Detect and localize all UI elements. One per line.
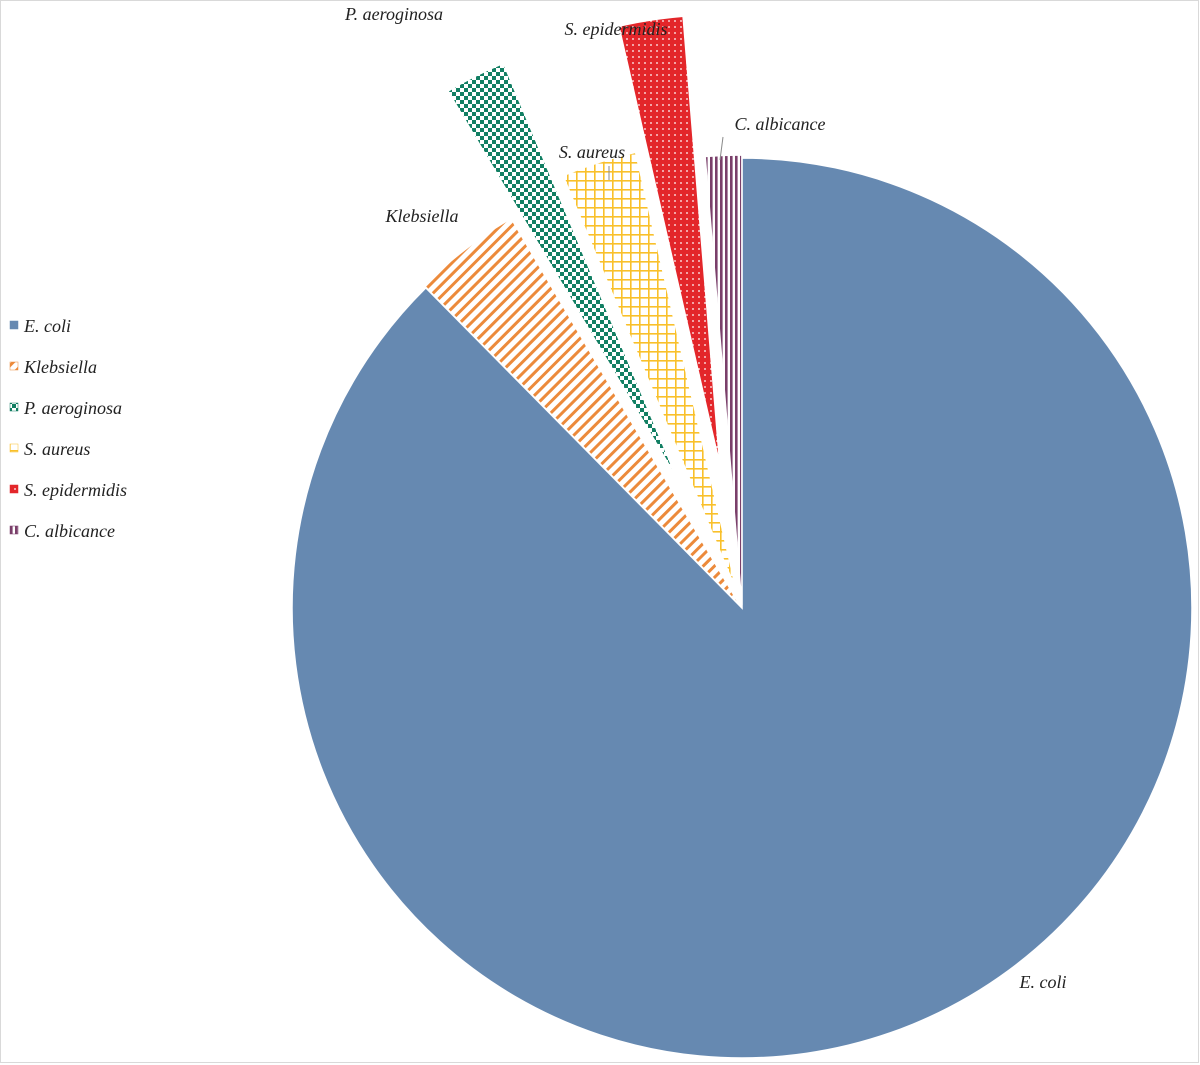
slice-p-aeroginosa	[446, 62, 678, 479]
slice-s-aureus	[561, 151, 738, 592]
slice-label-s-aureus: S. aureus	[559, 142, 625, 162]
slice-label-e-coli: E. coli	[1019, 972, 1067, 992]
legend-label: Klebsiella	[23, 357, 97, 377]
legend-item-s-epidermidis: S. epidermidis	[9, 480, 127, 500]
pie-slices	[291, 15, 1193, 1059]
legend-label: P. aeroginosa	[23, 398, 122, 418]
legend-item-c-albicance: C. albicance	[9, 521, 115, 541]
slice-labels: E. coli Klebsiella P. aeroginosa S. aureus S…	[344, 4, 1067, 992]
legend: E. coli Klebsiella P. aeroginosa S. aureus S…	[9, 316, 127, 541]
legend-label: S. epidermidis	[24, 480, 127, 500]
slice-label-s-epidermidis: S. epidermidis	[565, 19, 668, 39]
legend-label: C. albicance	[24, 521, 115, 541]
legend-label: E. coli	[23, 316, 71, 336]
legend-swatch	[9, 525, 19, 535]
leader-lines	[608, 136, 724, 180]
legend-item-e-coli: E. coli	[9, 316, 71, 336]
legend-label: S. aureus	[24, 439, 90, 459]
legend-swatch	[9, 320, 19, 330]
legend-swatch	[9, 443, 19, 453]
slice-label-c-albicance: C. albicance	[735, 114, 826, 134]
slice-label-p-aeroginosa: P. aeroginosa	[344, 4, 443, 24]
legend-item-s-aureus: S. aureus	[9, 439, 90, 459]
slice-label-klebsiella: Klebsiella	[385, 206, 459, 226]
legend-swatch	[9, 484, 19, 494]
legend-swatch	[9, 361, 19, 371]
slice-klebsiella	[422, 217, 741, 607]
slice-e-coli	[291, 157, 1193, 1059]
slice-c-albicance	[704, 154, 743, 606]
legend-item-klebsiella: Klebsiella	[9, 357, 97, 377]
slice-s-epidermidis	[617, 15, 721, 465]
legend-item-p-aeroginosa: P. aeroginosa	[9, 398, 122, 418]
leader-line-c-albicance	[719, 136, 724, 161]
legend-swatch	[9, 402, 19, 412]
